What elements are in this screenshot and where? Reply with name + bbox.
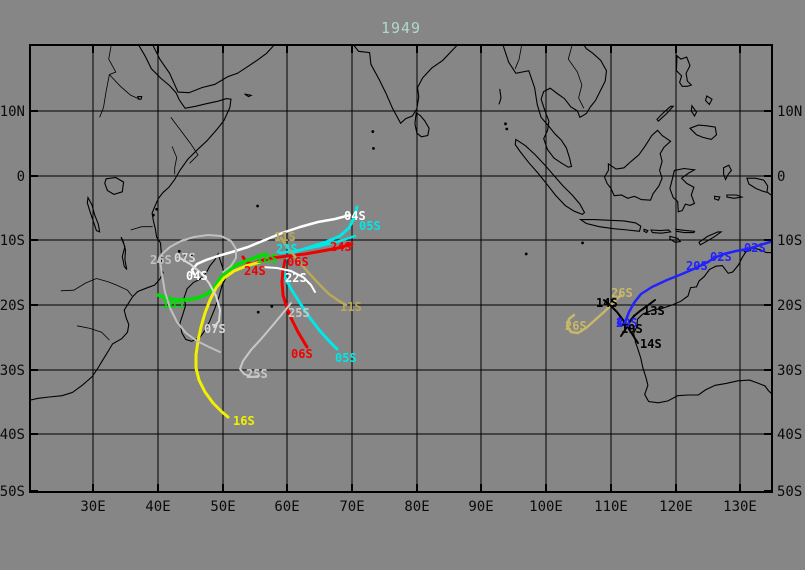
- storm-track-26S: [157, 234, 237, 273]
- storm-track-label-05S: 05S: [335, 351, 357, 365]
- storm-track-label-04S: 04S: [344, 209, 366, 223]
- x-axis-tick-label: 120E: [659, 499, 693, 515]
- x-axis-tick-label: 70E: [339, 499, 364, 515]
- y-axis-tick-label-left: 10N: [0, 104, 25, 120]
- storm-track-label-04S: 04S: [186, 269, 208, 283]
- y-axis-tick-label-right: 50S: [777, 484, 802, 500]
- storm-track-label-11S: 11S: [274, 230, 296, 244]
- y-axis-tick-label-right: 30S: [777, 363, 802, 379]
- x-axis-tick-label: 80E: [404, 499, 429, 515]
- storm-track-label-07S: 07S: [174, 251, 196, 265]
- storm-track-25S: [239, 302, 292, 378]
- storm-track-unlabeled-gray: [159, 259, 221, 353]
- storm-track-24S: [241, 242, 354, 266]
- storm-track-label-06S: 06S: [291, 347, 313, 361]
- y-axis-tick-label-left: 20S: [0, 298, 25, 314]
- y-axis-tick-label-right: 20S: [777, 298, 802, 314]
- storm-track-label-23S: 23S: [276, 242, 298, 256]
- x-axis-tick-label: 30E: [80, 499, 105, 515]
- y-axis-tick-label-left: 0: [17, 169, 25, 185]
- storm-track-18S: [156, 252, 268, 302]
- y-axis-tick-label-left: 30S: [0, 363, 25, 379]
- x-axis-tick-label: 130E: [723, 499, 757, 515]
- storm-track-label-26S-aus: 26S: [565, 319, 587, 333]
- storm-track-11S: [279, 236, 348, 307]
- storm-track-14S: [603, 299, 639, 344]
- storm-track-label-20S: 20S: [616, 316, 638, 330]
- storm-track-label-06S: 06S: [287, 255, 309, 269]
- storm-track-07S: [179, 257, 221, 328]
- storm-track-label-19S: 19S: [621, 322, 643, 336]
- storm-track-label-24S: 24S: [330, 240, 352, 254]
- x-axis-tick-label: 60E: [274, 499, 299, 515]
- storm-track-20S: [616, 260, 710, 327]
- storm-track-label-25S: 25S: [246, 367, 268, 381]
- storm-track-02S: [706, 240, 772, 264]
- storm-tracks: [156, 205, 772, 419]
- x-axis-tick-label: 100E: [529, 499, 563, 515]
- x-axis-tick-label: 40E: [145, 499, 170, 515]
- x-axis-tick-label: 90E: [468, 499, 493, 515]
- storm-track-16S: [194, 260, 262, 419]
- storm-track-label-16S: 16S: [233, 414, 255, 428]
- y-axis-tick-label-left: 10S: [0, 233, 25, 249]
- map-border: [29, 44, 773, 493]
- storm-track-label-22S: 22S: [285, 271, 307, 285]
- storm-track-04S: [190, 213, 352, 276]
- storm-track-label-13S: 13S: [643, 304, 665, 318]
- coastlines: [30, 45, 772, 404]
- x-axis-tick-label: 50E: [210, 499, 235, 515]
- grid-lines: [30, 45, 772, 492]
- chart-title: 1949: [380, 19, 422, 37]
- y-axis-tick-label-left: 40S: [0, 427, 25, 443]
- y-axis-tick-label-right: 10S: [777, 233, 802, 249]
- storm-track-label-18S: 18S: [256, 252, 278, 266]
- y-axis-tick-label-left: 50S: [0, 484, 25, 500]
- x-axis-tick-label: 110E: [594, 499, 628, 515]
- storm-track-label-02S: 02S: [744, 241, 766, 255]
- storm-track-label-14S: 14S: [596, 296, 618, 310]
- storm-track-22S: [261, 266, 316, 293]
- storm-track-label-05S: 05S: [359, 219, 381, 233]
- storm-track-label-26S: 26S: [150, 253, 172, 267]
- storm-track-23S: [278, 234, 357, 255]
- y-axis-tick-label-right: 10N: [777, 104, 802, 120]
- y-axis-tick-label-right: 0: [777, 169, 785, 185]
- storm-track-label-25S: 25S: [288, 306, 310, 320]
- storm-track-label-14S: 14S: [640, 337, 662, 351]
- y-axis-tick-label-right: 40S: [777, 427, 802, 443]
- storm-track-label-24S: 24S: [244, 264, 266, 278]
- storm-track-label-11S: 11S: [340, 300, 362, 314]
- storm-track-label-26S-aus: 26S: [611, 286, 633, 300]
- axis-labels: 30E 40E 50E 60E 70E 80E 90E 100E 110E 120E 130E 10N…: [0, 104, 802, 515]
- storm-track-label-18S: 18S: [162, 297, 184, 311]
- storm-track-label-07S: 07S: [204, 322, 226, 336]
- storm-track-26S-aus: [565, 293, 623, 335]
- storm-track-label-02S: 02S: [710, 250, 732, 264]
- storm-track-label-20S: 20S: [686, 259, 708, 273]
